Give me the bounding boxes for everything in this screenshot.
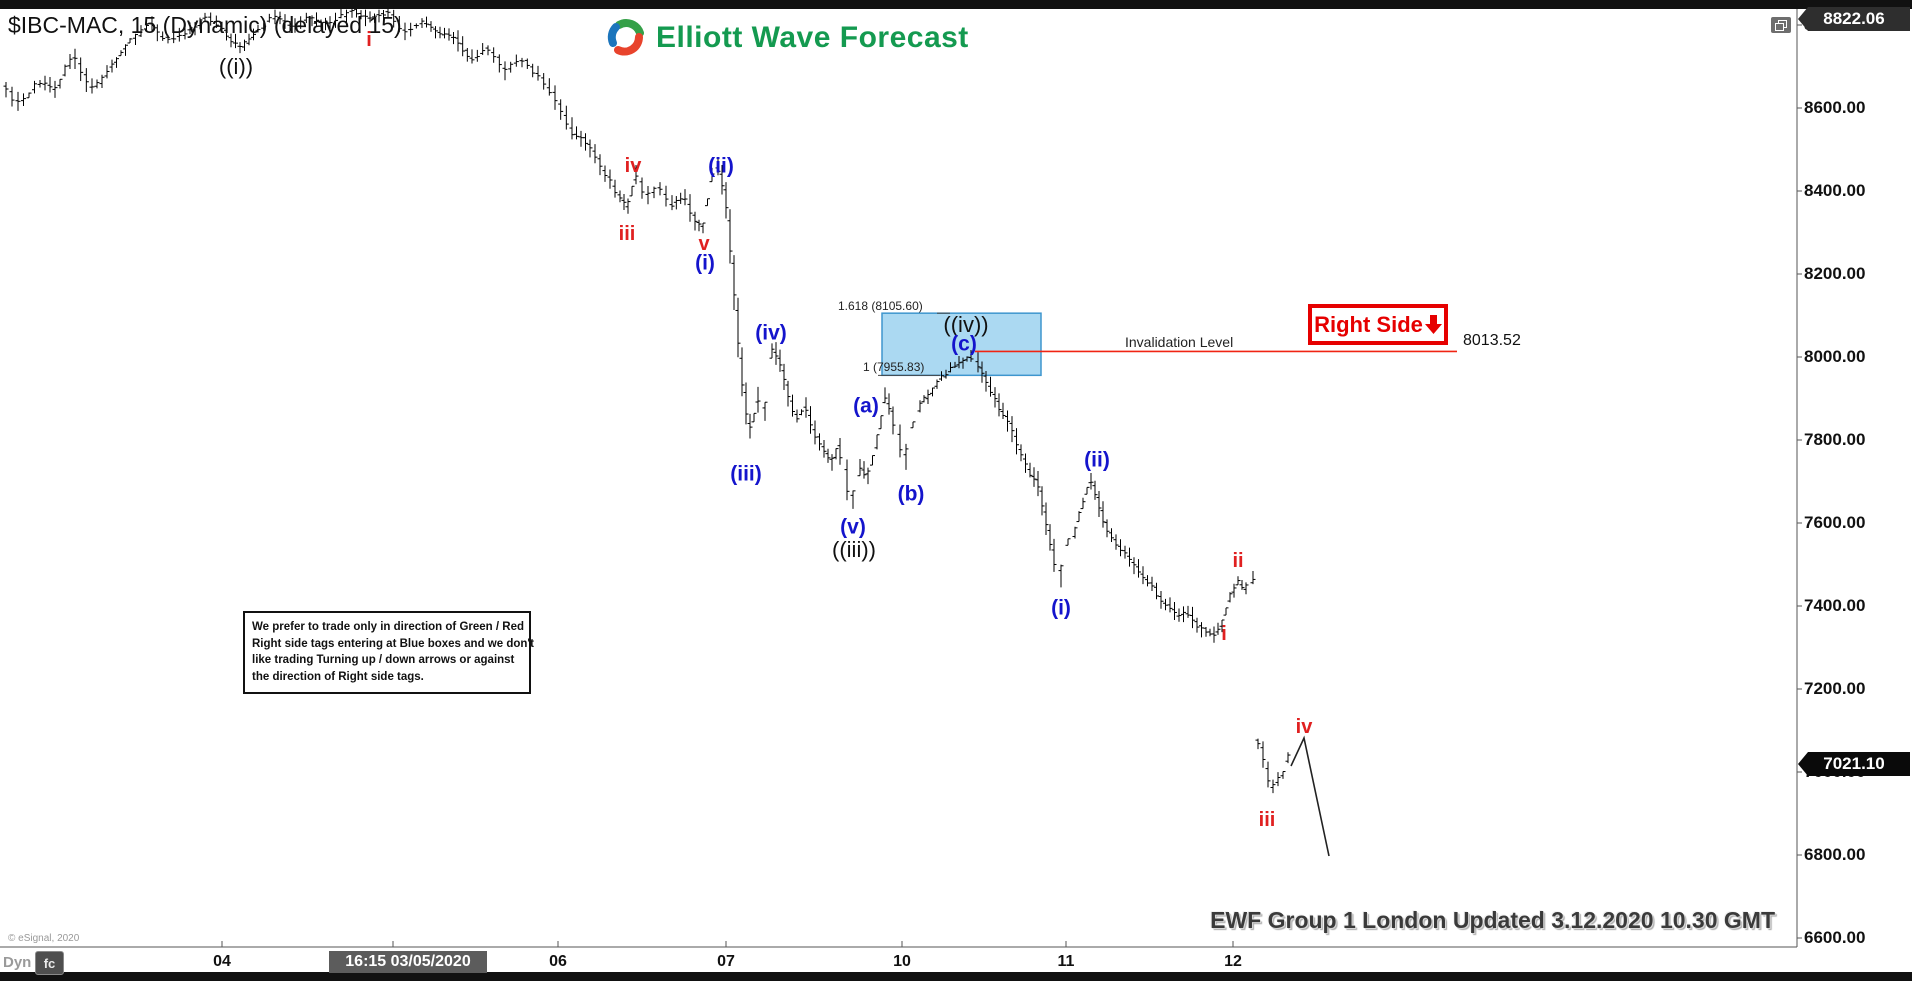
wave-label-blue: (iv) [755,321,787,345]
last-price-badge-current: 7021.10 [1798,752,1910,776]
wave-label-black: ((iv)) [943,312,989,337]
price-tick-label: 7600.00 [1804,513,1866,532]
disclaimer-note: We prefer to trade only in direction of … [243,611,534,694]
wave-label-red: iii [618,223,636,245]
wave-label-blue: (i) [1051,596,1071,620]
time-tick-label: 07 [717,953,735,970]
time-tick-label: 06 [549,953,567,970]
right-side-tag[interactable]: Right Side [1308,304,1448,345]
price-tick-label: 6600.00 [1804,928,1866,947]
chart-title: $IBC-MAC, 15 (Dynamic) (delayed 15) [8,12,402,38]
disclaimer-line: like trading Turning up / down arrows or… [252,654,515,667]
wave-label-red: i [366,29,372,51]
ohlc-bars [3,4,1291,794]
wave-label-blue: (ii) [1084,448,1110,472]
down-arrow-icon [1424,315,1442,334]
wave-label-blue: (ii) [708,154,734,178]
wave-label-blue: (v) [840,515,866,539]
wave-label-black: ((i)) [218,54,254,79]
wave-label-red: i [1221,623,1227,645]
price-tick-label: 8000.00 [1804,347,1866,366]
invalidation-level-label: Invalidation Level [1125,334,1234,350]
esignal-copyright: © eSignal, 2020 [8,933,80,944]
time-tick-label: 10 [893,953,911,970]
window-top-bar [0,0,1912,9]
wave-label-red: iv [624,155,642,177]
wave-label-blue: (a) [853,394,879,418]
wave-label-blue: (iii) [730,462,762,486]
price-tick-label: 7400.00 [1804,596,1866,615]
last-price-badge-top: 8822.06 [1798,7,1910,31]
brand-name: Elliott Wave Forecast [656,21,969,54]
price-tick-label: 7800.00 [1804,430,1866,449]
restore-window-icon[interactable] [1771,17,1791,33]
wave-label-blue: (b) [897,482,925,506]
disclaimer-line: the direction of Right side tags. [252,671,424,684]
disclaimer-line: Right side tags entering at Blue boxes a… [252,637,534,650]
right-side-tag-label: Right Side [1314,311,1423,337]
dyn-mode-label[interactable]: Dyn [3,954,32,971]
logo-swirl-icon [607,19,644,56]
disclaimer-line: We prefer to trade only in direction of … [252,621,524,633]
fib-base-label: 1 (7955.83) [863,360,925,374]
price-tick-label: 8600.00 [1804,98,1866,117]
projection-line [1290,735,1330,857]
wave-label-red: iii [1258,809,1276,831]
brand-logo: Elliott Wave Forecast [606,17,969,59]
wave-label-blue: (i) [695,251,715,275]
wave-label-red: ii [1232,550,1244,572]
crosshair-time-badge: 16:15 03/05/2020 [329,951,487,973]
time-tick-label: 11 [1057,953,1075,970]
publisher-credit: EWF Group 1 London Updated 3.12.2020 10.… [1210,907,1775,933]
invalidation-price-value: 8013.52 [1463,332,1521,349]
price-tick-label: 8400.00 [1804,181,1866,200]
blue-box-zone [881,312,1042,377]
window-bottom-bar [0,972,1912,981]
wave-label-blue: (c) [951,332,977,356]
wave-label-red: v [698,233,710,255]
price-tick-label: 7200.00 [1804,679,1866,698]
fc-mode-badge[interactable]: fc [35,951,64,975]
wave-label-red: iv [1295,716,1313,738]
fib-extension-label: 1.618 (8105.60) [838,299,923,313]
wave-label-black: ((iii)) [832,537,876,562]
time-tick-label: 04 [213,953,231,970]
price-tick-label: 6800.00 [1804,845,1866,864]
time-tick-label: 12 [1224,953,1242,970]
price-tick-label: 8200.00 [1804,264,1866,283]
